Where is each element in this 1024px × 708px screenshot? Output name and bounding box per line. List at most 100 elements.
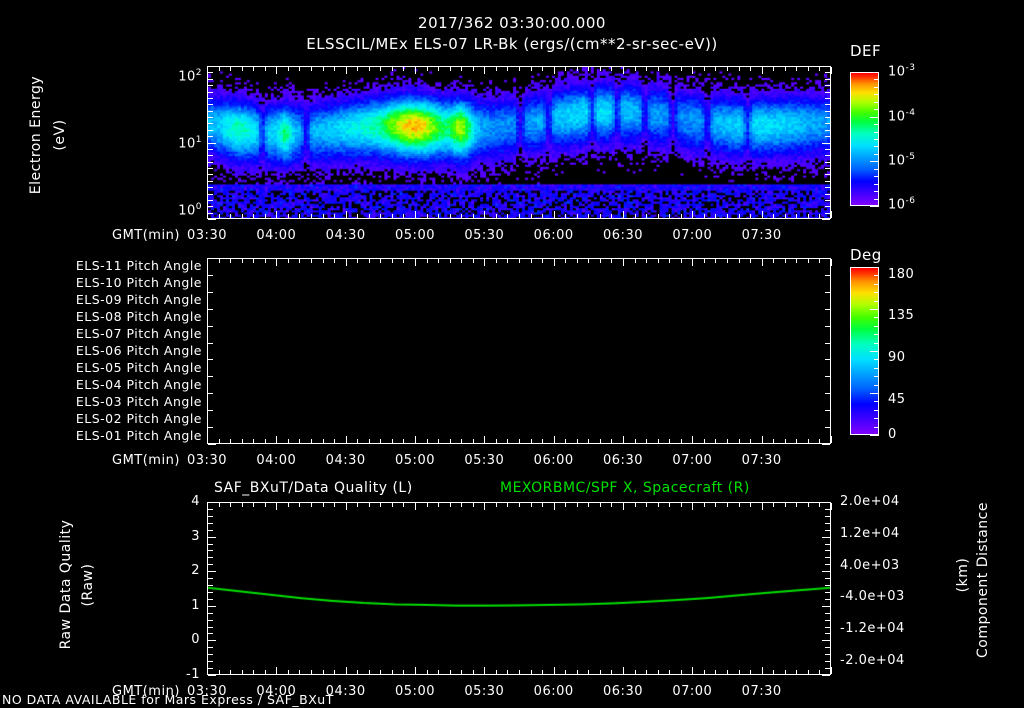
axis-tick bbox=[831, 211, 832, 218]
axis-tick bbox=[565, 259, 566, 263]
axis-tick bbox=[208, 219, 216, 220]
axis-tick bbox=[473, 67, 474, 71]
axis-tick bbox=[785, 67, 786, 71]
axis-tick bbox=[208, 292, 213, 293]
colorbar-tick bbox=[874, 359, 879, 360]
axis-tick bbox=[450, 439, 451, 443]
axis-tick bbox=[669, 259, 670, 263]
axis-tick bbox=[230, 67, 231, 71]
axis-tick bbox=[207, 667, 208, 674]
colorbar-tick bbox=[874, 154, 879, 155]
axis-tick bbox=[739, 503, 740, 507]
pitch-angle-row-label: ELS-08 Pitch Angle bbox=[75, 309, 202, 325]
axis-tick bbox=[635, 259, 636, 263]
axis-tick bbox=[208, 72, 213, 73]
colorbar-tick bbox=[874, 301, 879, 302]
xtick-label: 05:30 bbox=[464, 228, 505, 243]
axis-tick bbox=[577, 214, 578, 218]
bottom-y2tick-label: -2.0e+04 bbox=[840, 653, 905, 668]
axis-tick bbox=[825, 206, 830, 207]
axis-tick bbox=[611, 670, 612, 674]
axis-tick bbox=[334, 670, 335, 674]
axis-tick bbox=[692, 503, 693, 510]
xtick-label: 03:30 bbox=[187, 453, 227, 468]
axis-tick bbox=[565, 67, 566, 71]
bottom-ytick-label: 2 bbox=[191, 563, 200, 579]
colorbar-tick bbox=[874, 124, 879, 125]
colorbar-tick bbox=[870, 117, 879, 118]
bottom-y2tick-label: 4.0e+03 bbox=[840, 557, 900, 573]
bottom-xaxis-label: GMT(min) bbox=[112, 684, 180, 699]
axis-tick bbox=[750, 67, 751, 71]
axis-tick bbox=[773, 67, 774, 71]
data-quality-panel[interactable] bbox=[207, 502, 831, 675]
axis-tick bbox=[242, 67, 243, 71]
xtick-label: 04:30 bbox=[325, 453, 366, 468]
axis-tick bbox=[750, 439, 751, 443]
axis-tick bbox=[230, 439, 231, 443]
axis-tick bbox=[611, 214, 612, 218]
axis-tick bbox=[403, 670, 404, 674]
axis-tick bbox=[825, 530, 830, 531]
axis-tick bbox=[299, 439, 300, 443]
pitch-angle-row-label: ELS-01 Pitch Angle bbox=[75, 427, 202, 443]
xtick-label: 05:00 bbox=[395, 453, 435, 468]
axis-tick bbox=[288, 259, 289, 263]
axis-tick bbox=[461, 439, 462, 443]
axis-tick bbox=[208, 376, 213, 377]
axis-tick bbox=[484, 436, 485, 443]
axis-tick bbox=[773, 439, 774, 443]
xtick-label: 05:30 bbox=[464, 453, 505, 468]
axis-tick bbox=[658, 214, 659, 218]
axis-tick bbox=[825, 343, 830, 344]
axis-tick bbox=[681, 439, 682, 443]
axis-tick bbox=[288, 670, 289, 674]
axis-tick bbox=[219, 439, 220, 443]
axis-tick bbox=[427, 259, 428, 263]
axis-tick bbox=[825, 393, 830, 394]
axis-tick bbox=[825, 130, 830, 131]
axis-tick bbox=[484, 503, 485, 510]
axis-tick bbox=[415, 67, 416, 74]
xtick-label: 07:30 bbox=[741, 228, 782, 243]
axis-tick bbox=[438, 503, 439, 507]
axis-tick bbox=[822, 606, 830, 607]
axis-tick bbox=[825, 410, 830, 411]
pitch-angle-panel[interactable] bbox=[207, 258, 831, 444]
axis-tick bbox=[600, 670, 601, 674]
axis-tick bbox=[739, 670, 740, 674]
axis-tick bbox=[496, 670, 497, 674]
colorbar-tick bbox=[874, 275, 879, 276]
axis-tick bbox=[822, 571, 830, 572]
axis-tick bbox=[825, 200, 830, 201]
axis-tick bbox=[822, 143, 830, 144]
axis-tick bbox=[600, 67, 601, 71]
axis-tick bbox=[669, 67, 670, 71]
axis-tick bbox=[415, 259, 416, 266]
axis-tick bbox=[208, 206, 213, 207]
axis-tick bbox=[208, 444, 216, 445]
axis-tick bbox=[542, 670, 543, 674]
axis-tick bbox=[554, 436, 555, 443]
axis-tick bbox=[265, 670, 266, 674]
axis-tick bbox=[825, 613, 830, 614]
axis-tick bbox=[531, 67, 532, 71]
xtick-label: 04:00 bbox=[256, 684, 297, 699]
bottom-y2label-units: (km) bbox=[955, 557, 971, 593]
axis-tick bbox=[208, 92, 213, 93]
pitch-angle-row-label: ELS-07 Pitch Angle bbox=[75, 326, 202, 342]
axis-tick bbox=[831, 436, 832, 443]
axis-tick bbox=[288, 214, 289, 218]
colorbar-tick bbox=[874, 139, 879, 140]
axis-tick bbox=[208, 79, 213, 80]
axis-tick bbox=[825, 72, 830, 73]
axis-tick bbox=[357, 503, 358, 507]
axis-tick bbox=[450, 214, 451, 218]
axis-tick bbox=[704, 439, 705, 443]
axis-tick bbox=[825, 111, 830, 112]
axis-tick bbox=[427, 67, 428, 71]
bottom-ytick-label: 3 bbox=[191, 528, 200, 544]
axis-tick bbox=[288, 439, 289, 443]
electron-energy-spectrogram[interactable] bbox=[207, 66, 831, 219]
axis-tick bbox=[369, 214, 370, 218]
